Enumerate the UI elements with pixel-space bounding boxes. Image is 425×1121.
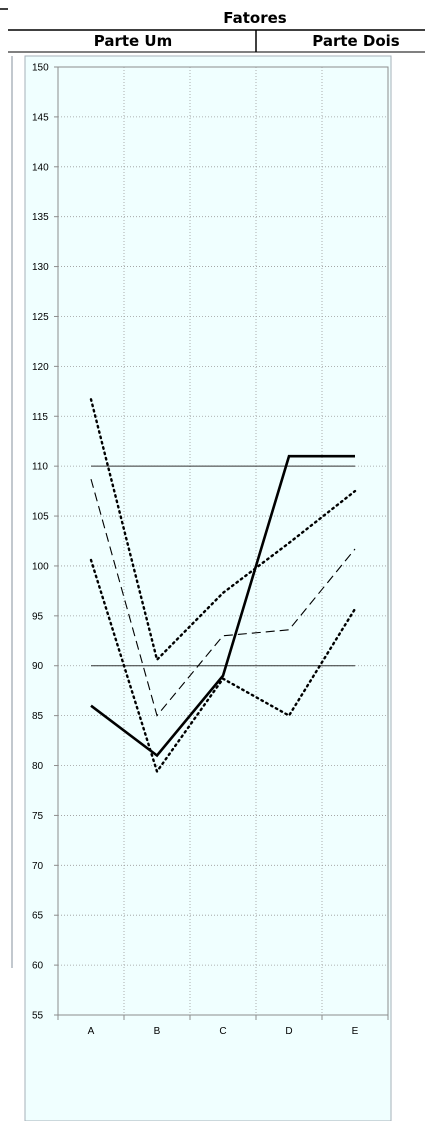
x-tick-label: C xyxy=(219,1026,226,1037)
x-tick-label: D xyxy=(285,1026,292,1037)
y-tick-label: 125 xyxy=(32,312,49,323)
x-tick-label: B xyxy=(154,1026,161,1037)
series-line-dotted-upper xyxy=(89,398,357,663)
y-tick-label: 80 xyxy=(32,761,44,772)
header-group-label: Fatores xyxy=(223,9,287,27)
y-tick-label: 120 xyxy=(32,362,49,373)
y-tick-label: 150 xyxy=(32,63,49,74)
y-tick-label: 145 xyxy=(32,112,49,123)
y-tick-label: 60 xyxy=(32,961,44,972)
y-tick-label: 110 xyxy=(32,462,48,473)
x-tick-label: E xyxy=(352,1026,359,1037)
y-tick-label: 100 xyxy=(32,561,49,572)
y-tick-label: 140 xyxy=(32,162,49,173)
y-tick-label: 70 xyxy=(32,861,44,872)
y-tick-label: 90 xyxy=(32,661,44,672)
x-tick-label: A xyxy=(88,1026,95,1037)
y-tick-label: 135 xyxy=(32,212,49,223)
y-tick-label: 95 xyxy=(32,611,44,622)
series-line-dotted-lower xyxy=(89,558,357,775)
y-tick-label: 75 xyxy=(32,811,44,822)
y-tick-label: 55 xyxy=(32,1011,44,1022)
y-tick-label: 105 xyxy=(32,512,49,523)
plot-area xyxy=(57,66,389,1016)
y-tick-label: 115 xyxy=(32,412,48,423)
y-tick-label: 130 xyxy=(32,262,49,273)
header-part-two: Parte Dois xyxy=(312,32,400,50)
y-tick-label: 85 xyxy=(32,711,44,722)
y-tick-label: 65 xyxy=(32,911,44,922)
series-line-bold-solid xyxy=(90,454,355,758)
header-part-one: Parte Um xyxy=(94,32,173,50)
series-line-dashed xyxy=(90,478,356,717)
